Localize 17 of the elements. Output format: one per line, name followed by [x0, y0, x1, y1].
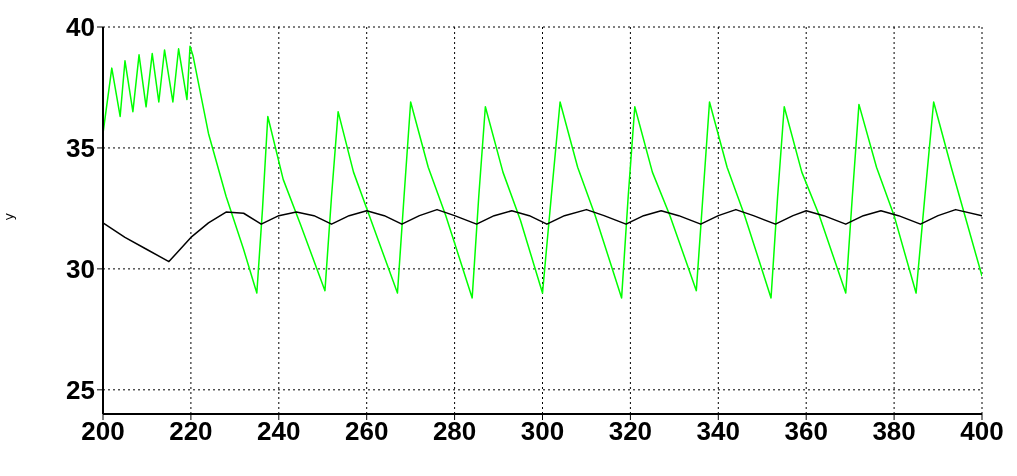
x-tick-label: 360 [784, 416, 828, 447]
x-tick-label: 280 [432, 416, 477, 447]
x-tick-label: 220 [169, 416, 213, 447]
y-axis-title: y [0, 212, 16, 221]
x-tick-label: 320 [608, 416, 653, 447]
x-tick-label: 340 [696, 416, 740, 447]
x-tick-label: 200 [81, 416, 125, 447]
y-tick-label: 40 [66, 12, 95, 43]
x-tick-label: 380 [872, 416, 916, 447]
line-series [103, 45, 982, 299]
y-tick-label: 35 [66, 133, 95, 164]
x-tick-label: 240 [257, 416, 301, 447]
y-tick-label: 25 [66, 375, 95, 406]
y-tick-label: 30 [66, 254, 95, 285]
x-tick-label: 300 [520, 416, 565, 447]
x-tick-label: 260 [345, 416, 389, 447]
x-tick-label: 400 [960, 416, 1004, 447]
